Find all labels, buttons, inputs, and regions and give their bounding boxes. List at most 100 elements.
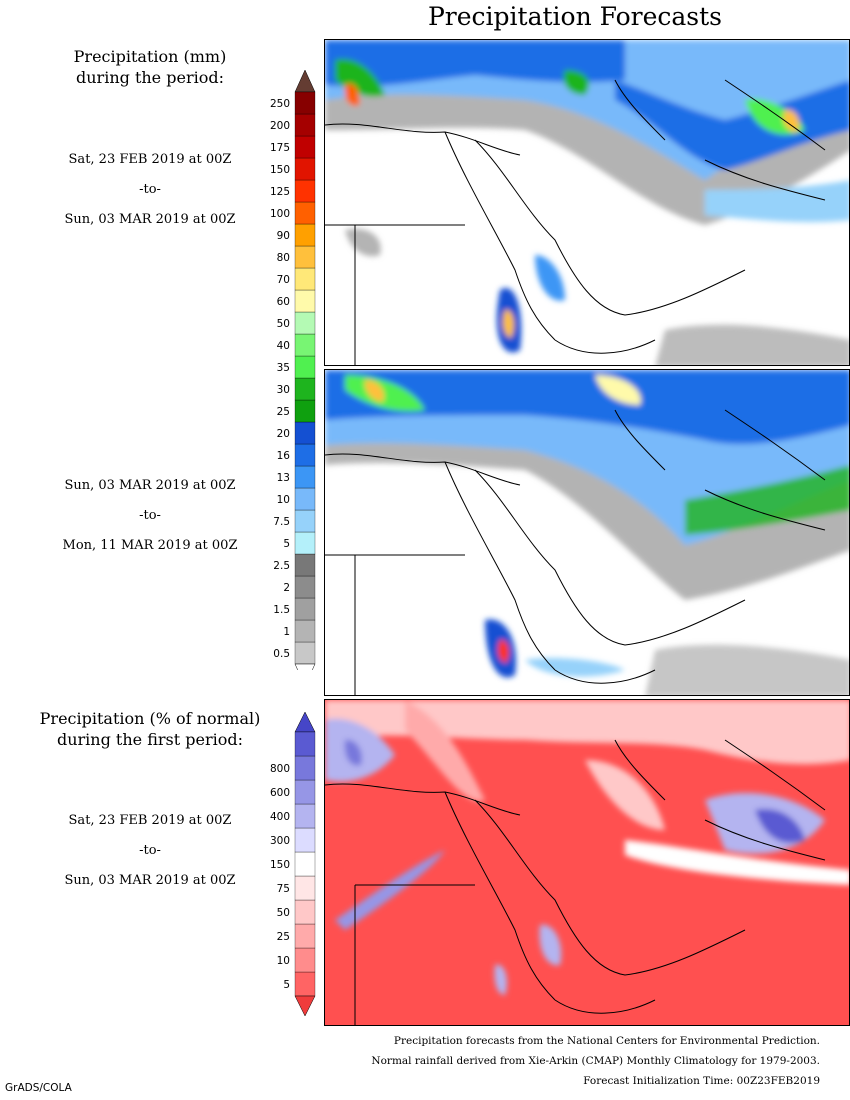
colorbar-tick-label: 175 [270, 142, 290, 154]
colorbar-swatch [294, 851, 316, 877]
colorbar-tick-label: 60 [277, 296, 290, 308]
colorbar-tick-label: 13 [277, 472, 290, 484]
colorbar-swatch [294, 465, 316, 489]
colorbar-tick-label: 150 [270, 164, 290, 176]
colorbar-swatch [294, 553, 316, 577]
percent-legend-heading-line2: during the first period: [56, 730, 244, 749]
colorbar-tick-label: 100 [270, 208, 290, 220]
colorbar-swatch [294, 91, 316, 115]
colorbar-swatch [294, 597, 316, 621]
colorbar-tick-label: 400 [270, 811, 290, 823]
amount-colorbar: 0.5 1 1.5 2 2.5 5 7.5 10 13 16 20 25 30 35 40 50 60 70 80 9… [270, 70, 316, 670]
percent-period-start: Sat, 23 FEB 2019 at 00Z [68, 813, 232, 828]
percent-period-label: Sat, 23 FEB 2019 at 00Z -to- Sun, 03 MAR… [40, 806, 260, 896]
colorbar-swatch [294, 399, 316, 423]
map-precip-period-1 [325, 40, 849, 365]
period-1-sep: -to- [139, 182, 161, 197]
colorbar-swatch [294, 509, 316, 533]
colorbar-swatch [294, 267, 316, 291]
map-coastlines-2 [325, 409, 826, 695]
footer-notes: Precipitation forecasts from the Nationa… [371, 1031, 820, 1091]
period-2-sep: -to- [139, 508, 161, 523]
colorbar-top-arrow [294, 712, 316, 733]
amount-legend-heading: Precipitation (mm) during the period: [40, 46, 260, 88]
colorbar-tick-label: 70 [277, 274, 290, 286]
map-panel-period-1 [324, 39, 850, 366]
colorbar-tick-label: 20 [277, 428, 290, 440]
colorbar-tick-label: 125 [270, 186, 290, 198]
colorbar-tick-label: 10 [277, 494, 290, 506]
grads-credit: GrADS/COLA [5, 1082, 72, 1094]
colorbar-swatch [294, 245, 316, 269]
colorbar-bottom-arrow [294, 663, 316, 670]
colorbar-swatch [294, 179, 316, 203]
footer-line-1: Precipitation forecasts from the Nationa… [393, 1035, 820, 1047]
colorbar-swatch [294, 487, 316, 511]
map-coastlines-1 [325, 79, 826, 365]
colorbar-tick-label: 7.5 [273, 516, 290, 528]
colorbar-tick-label: 2.5 [273, 560, 290, 572]
colorbar-swatch [294, 421, 316, 445]
footer-line-3: Forecast Initialization Time: 00Z23FEB20… [583, 1075, 820, 1087]
colorbar-swatch [294, 377, 316, 401]
percent-period-sep: -to- [139, 843, 161, 858]
colorbar-tick-label: 5 [283, 979, 290, 991]
period-1-start: Sat, 23 FEB 2019 at 00Z [68, 152, 232, 167]
colorbar-swatch [294, 311, 316, 335]
percent-period-end: Sun, 03 MAR 2019 at 00Z [64, 873, 236, 888]
colorbar-swatch [294, 923, 316, 949]
colorbar-tick-label: 1.5 [273, 604, 290, 616]
colorbar-tick-label: 150 [270, 859, 290, 871]
colorbar-swatch [294, 641, 316, 665]
colorbar-tick-label: 200 [270, 120, 290, 132]
colorbar-tick-label: 25 [277, 406, 290, 418]
map-panel-percent-normal [324, 699, 850, 1026]
colorbar-tick-label: 75 [277, 883, 290, 895]
colorbar-swatch [294, 827, 316, 853]
map-panel-period-2 [324, 369, 850, 696]
colorbar-bottom-arrow [294, 995, 316, 1017]
colorbar-swatch [294, 135, 316, 159]
colorbar-tick-label: 80 [277, 252, 290, 264]
map-precip-period-2 [325, 370, 849, 695]
colorbar-swatch [294, 443, 316, 467]
percent-legend-heading-line1: Precipitation (% of normal) [39, 709, 261, 728]
colorbar-tick-label: 90 [277, 230, 290, 242]
colorbar-swatch [294, 803, 316, 829]
colorbar-swatch [294, 223, 316, 247]
colorbar-swatch [294, 531, 316, 555]
colorbar-tick-label: 800 [270, 763, 290, 775]
colorbar-tick-label: 40 [277, 340, 290, 352]
colorbar-swatch [294, 619, 316, 643]
colorbar-tick-label: 300 [270, 835, 290, 847]
colorbar-tick-label: 1 [283, 626, 290, 638]
amount-legend-heading-line2: during the period: [76, 68, 224, 87]
period-2-end: Mon, 11 MAR 2019 at 00Z [62, 538, 238, 553]
colorbar-swatch [294, 947, 316, 973]
colorbar-swatch [294, 575, 316, 599]
colorbar-tick-label: 30 [277, 384, 290, 396]
colorbar-swatch [294, 899, 316, 925]
period-2-label: Sun, 03 MAR 2019 at 00Z -to- Mon, 11 MAR… [40, 471, 260, 561]
colorbar-swatch [294, 289, 316, 313]
colorbar-swatch [294, 875, 316, 901]
colorbar-swatch [294, 333, 316, 357]
colorbar-swatch [294, 731, 316, 757]
colorbar-tick-label: 50 [277, 907, 290, 919]
amount-legend-heading-line1: Precipitation (mm) [73, 47, 227, 66]
footer-line-2: Normal rainfall derived from Xie-Arkin (… [371, 1055, 820, 1067]
colorbar-tick-label: 2 [283, 582, 290, 594]
colorbar-swatch [294, 201, 316, 225]
colorbar-swatch [294, 971, 316, 997]
map-percent-of-normal [325, 700, 849, 1025]
colorbar-tick-label: 35 [277, 362, 290, 374]
colorbar-tick-label: 250 [270, 98, 290, 110]
period-1-label: Sat, 23 FEB 2019 at 00Z -to- Sun, 03 MAR… [40, 145, 260, 235]
colorbar-swatch [294, 355, 316, 379]
map-coastlines-3 [325, 739, 826, 1025]
colorbar-swatch [294, 157, 316, 181]
colorbar-top-arrow [294, 70, 316, 93]
page-title: Precipitation Forecasts [427, 2, 723, 31]
period-2-start: Sun, 03 MAR 2019 at 00Z [64, 478, 236, 493]
colorbar-tick-label: 16 [277, 450, 291, 462]
